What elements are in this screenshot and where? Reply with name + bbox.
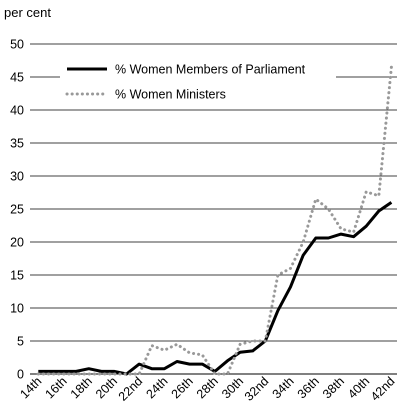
legend: % Women Members of Parliament % Women Min…	[60, 58, 336, 103]
y-tick-label: 15	[10, 269, 24, 283]
x-tick-label: 26th	[169, 374, 196, 401]
y-tick-label: 45	[10, 71, 24, 85]
x-tick-label: 16th	[43, 374, 70, 401]
y-tick-label: 25	[10, 203, 24, 217]
x-tick-label: 42nd	[368, 374, 398, 404]
y-tick-label: 5	[17, 335, 24, 349]
x-tick-label: 20th	[93, 374, 120, 401]
y-tick-label: 35	[10, 137, 24, 151]
x-tick-label: 24th	[143, 374, 170, 401]
legend-background	[60, 83, 336, 103]
x-tick-label: 40th	[345, 374, 372, 401]
y-tick-label: 0	[17, 368, 24, 382]
x-tick-label: 32nd	[242, 374, 272, 404]
y-tick-label: 20	[10, 236, 24, 250]
x-tick-label: 22nd	[116, 374, 146, 404]
y-tick-label: 10	[10, 302, 24, 316]
x-tick-label: 38th	[320, 374, 347, 401]
legend-label: % Women Members of Parliament	[115, 63, 306, 77]
legend-background	[60, 58, 336, 78]
x-tick-label: 18th	[68, 374, 95, 401]
series-line-women-ministers	[36, 65, 393, 376]
y-tick-label: 50	[10, 38, 24, 52]
x-tick-label: 28th	[194, 374, 221, 401]
y-tick-label: 40	[10, 104, 24, 118]
y-tick-label: 30	[10, 170, 24, 184]
unit-label: per cent	[4, 5, 51, 20]
series-lines	[36, 65, 393, 376]
x-tick-label: 30th	[219, 374, 246, 401]
x-tick-label: 36th	[295, 374, 322, 401]
series-line-women-mps	[38, 201, 393, 376]
x-tick-label: 34th	[270, 374, 297, 401]
legend-label: % Women Ministers	[115, 88, 226, 102]
